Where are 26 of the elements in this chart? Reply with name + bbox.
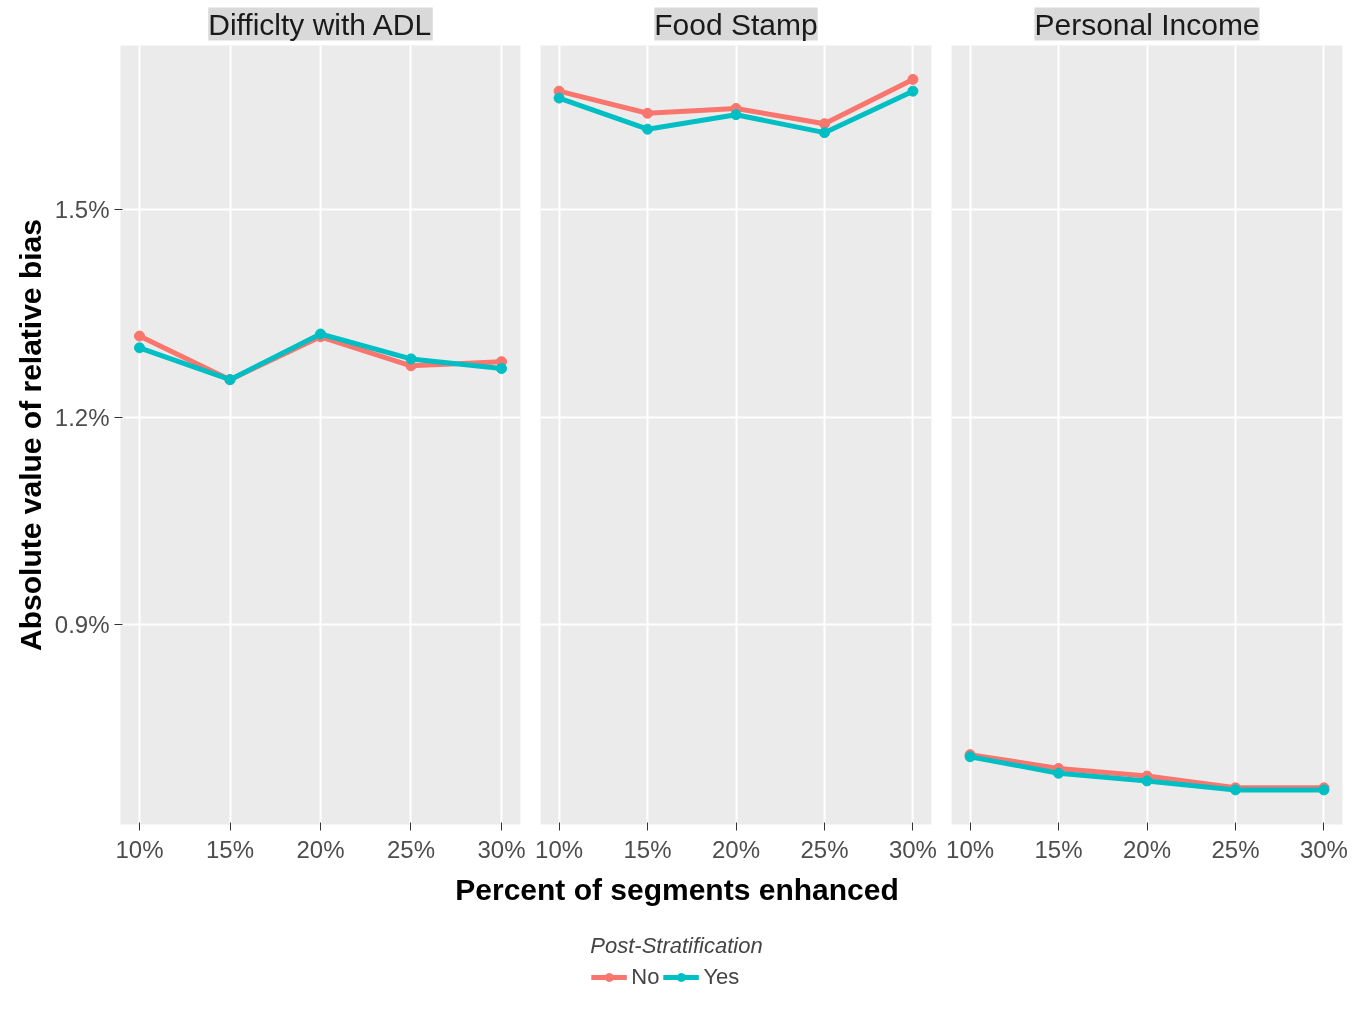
chart-title: Personal Income xyxy=(1034,7,1260,41)
x-tick-label: 15% xyxy=(205,835,255,863)
x-tick-label: 15% xyxy=(623,835,672,863)
chart-title: Difficlty with ADL xyxy=(208,7,432,41)
x-tick-label: 30% xyxy=(1299,835,1348,863)
legend-title: Post-Stratification xyxy=(590,933,763,959)
y-axis-title: Absolute value of relative bias xyxy=(13,219,47,651)
x-tick-label: 10% xyxy=(946,835,995,863)
x-tick-label: 20% xyxy=(1122,835,1172,863)
x-tick-label: 25% xyxy=(800,835,849,863)
x-tick-label: 25% xyxy=(1211,835,1260,863)
x-tick-label: 30% xyxy=(477,835,526,863)
x-tick-label: 25% xyxy=(386,835,436,863)
y-tick-label: 1.2% xyxy=(54,403,110,431)
x-tick-label: 20% xyxy=(296,835,345,863)
y-tick-label: 0.9% xyxy=(54,611,110,639)
x-tick-label: 20% xyxy=(711,835,761,863)
x-tick-label: 10% xyxy=(115,835,164,863)
x-tick-label: 15% xyxy=(1034,835,1083,863)
x-tick-label: 10% xyxy=(535,835,584,863)
legend-label: No xyxy=(631,964,660,990)
x-axis-title: Percent of segments enhanced xyxy=(455,872,899,906)
legend-label: Yes xyxy=(703,964,740,990)
y-tick-label: 1.5% xyxy=(54,195,110,223)
chart-title: Food Stamp xyxy=(654,7,818,41)
x-tick-label: 30% xyxy=(888,835,937,863)
